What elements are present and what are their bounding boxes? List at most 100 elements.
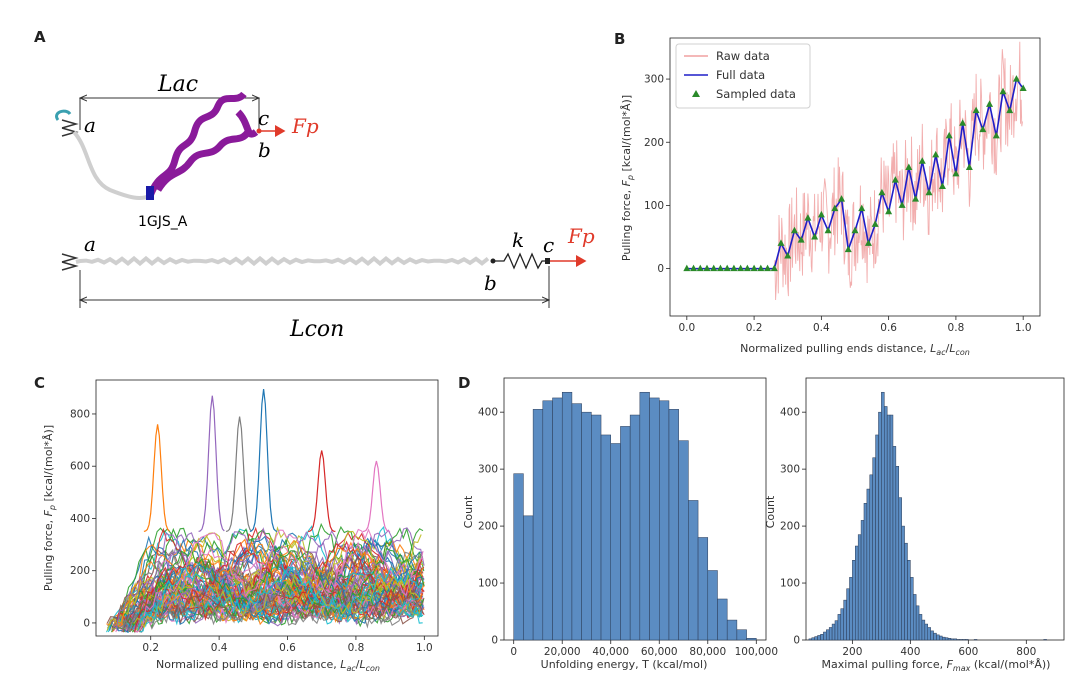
histogram-bar xyxy=(812,638,815,640)
label-part: Normalized pulling end distance, xyxy=(156,658,340,671)
y-tick-label: 400 xyxy=(780,407,800,419)
label-k: k xyxy=(512,228,524,252)
x-tick-label: 200 xyxy=(842,646,862,658)
y-tick-label: 0 xyxy=(657,263,664,275)
figure-canvas: Lac a 1GJS_A c b Fp a k c xyxy=(0,0,1080,683)
histogram-bar xyxy=(841,609,844,640)
label-part: [kcal/(mol*Å)] xyxy=(620,95,633,175)
histogram-bar xyxy=(650,398,660,640)
label-fp-top: Fp xyxy=(291,114,319,138)
x-tick-label: 0 xyxy=(510,646,517,658)
histogram-bar xyxy=(948,638,951,640)
histogram-bar xyxy=(963,639,966,640)
anchor-bottom-icon xyxy=(62,254,76,270)
y-tick-label: 200 xyxy=(780,521,800,533)
peak-curve xyxy=(250,389,277,531)
histogram-bar xyxy=(939,636,942,640)
histogram-bar xyxy=(907,560,910,640)
histogram-bar xyxy=(847,589,850,640)
x-tick-label: 1.0 xyxy=(1015,322,1032,334)
y-tick-label: 100 xyxy=(780,578,800,590)
histogram-bar xyxy=(818,635,821,640)
x-axis-label: Maximal pulling force, Fmax​ (kcal/(mol*… xyxy=(822,658,1051,673)
legend-label-sampled: Sampled data xyxy=(716,87,796,101)
x-tick-label: 0.8 xyxy=(348,642,365,654)
helix-icon xyxy=(150,94,256,196)
histogram-bar xyxy=(902,526,905,640)
label-part: Count xyxy=(462,495,475,528)
y-axis-label: Pulling force, Fp​ [kcal/(mol*Å)] xyxy=(620,95,635,261)
histogram-bar xyxy=(899,498,902,640)
y-tick-label: 300 xyxy=(644,74,664,86)
y-axis-label: Count xyxy=(462,495,475,528)
x-axis-label: Normalized pulling end distance, Lac​/Lc… xyxy=(156,658,380,673)
sampled-point xyxy=(912,195,919,202)
histogram-bar xyxy=(916,606,919,640)
histogram-bar xyxy=(936,635,939,640)
lac-label: Lac xyxy=(157,72,198,97)
histogram-bar xyxy=(698,537,708,640)
y-tick-label: 800 xyxy=(70,408,90,420)
legend: Raw data Full data Sampled data xyxy=(676,44,810,108)
histogram-bar xyxy=(896,466,899,640)
histogram-bar xyxy=(669,409,679,640)
label-part: Maximal pulling force, xyxy=(822,658,947,671)
sampled-point xyxy=(986,100,993,107)
histogram-bar xyxy=(858,535,861,640)
legend-label-full: Full data xyxy=(716,68,765,82)
x-tick-label: 0.2 xyxy=(142,642,159,654)
label-b-bottom: b xyxy=(484,271,497,295)
y-tick-label: 300 xyxy=(780,464,800,476)
x-tick-label: 1.0 xyxy=(416,642,433,654)
protein-name: 1GJS_A xyxy=(138,214,188,230)
histogram-bar xyxy=(630,415,640,640)
y-tick-label: 0 xyxy=(83,617,90,629)
histogram-bar xyxy=(931,631,934,640)
histogram-bar xyxy=(934,633,937,640)
histogram-bar xyxy=(905,543,908,640)
histogram-bar xyxy=(945,638,948,640)
sampled-point xyxy=(825,227,832,234)
chain-coil xyxy=(74,132,150,198)
end-c-bottom xyxy=(545,258,550,264)
y-tick-label: 400 xyxy=(70,513,90,525)
pulling-schematic: Lac a 1GJS_A c b Fp a k c xyxy=(57,72,595,342)
var-sub: con xyxy=(955,348,969,357)
histogram-bar xyxy=(543,401,553,640)
y-tick-label: 600 xyxy=(70,461,90,473)
x-tick-label: 0.6 xyxy=(279,642,296,654)
label-part: Count xyxy=(764,495,777,528)
histogram-bar xyxy=(861,520,864,640)
label-part: [kcal/(mol*Å)] xyxy=(42,425,55,505)
legend-label-raw: Raw data xyxy=(716,49,770,63)
histogram-bar xyxy=(919,614,922,640)
x-tick-label: 60,000 xyxy=(641,646,678,658)
raw-data-line xyxy=(774,42,1022,300)
histogram-bar xyxy=(809,639,812,640)
y-tick-label: 0 xyxy=(793,635,800,647)
x-tick-label: 0.6 xyxy=(880,322,897,334)
x-axis-label: Normalized pulling ends distance, Lac​/L… xyxy=(740,342,970,357)
n-terminus-icon xyxy=(146,186,154,200)
histogram-bar xyxy=(553,398,563,640)
histogram-bar xyxy=(925,624,928,640)
x-tick-label: 600 xyxy=(958,646,978,658)
histogram-bar xyxy=(708,571,718,640)
x-tick-label: 800 xyxy=(1016,646,1036,658)
y-tick-label: 0 xyxy=(491,635,498,647)
x-tick-label: 0.4 xyxy=(813,322,830,334)
histogram-bar xyxy=(514,474,524,640)
histogram-bar xyxy=(679,441,689,640)
x-tick-label: 100,000 xyxy=(735,646,778,658)
x-tick-label: 0.8 xyxy=(948,322,965,334)
histogram-bar xyxy=(815,637,818,640)
y-tick-label: 300 xyxy=(478,464,498,476)
sampled-point xyxy=(818,211,825,218)
sampled-point xyxy=(858,205,865,212)
histogram-bar xyxy=(887,415,890,640)
histogram-bar xyxy=(942,637,945,640)
y-tick-label: 200 xyxy=(70,565,90,577)
x-axis-label-text: Normalized pulling ends distance, Lac​/L… xyxy=(740,342,970,357)
histogram-bar xyxy=(870,475,873,640)
x-axis-label: Unfolding energy, T (kcal/mol) xyxy=(541,658,708,671)
